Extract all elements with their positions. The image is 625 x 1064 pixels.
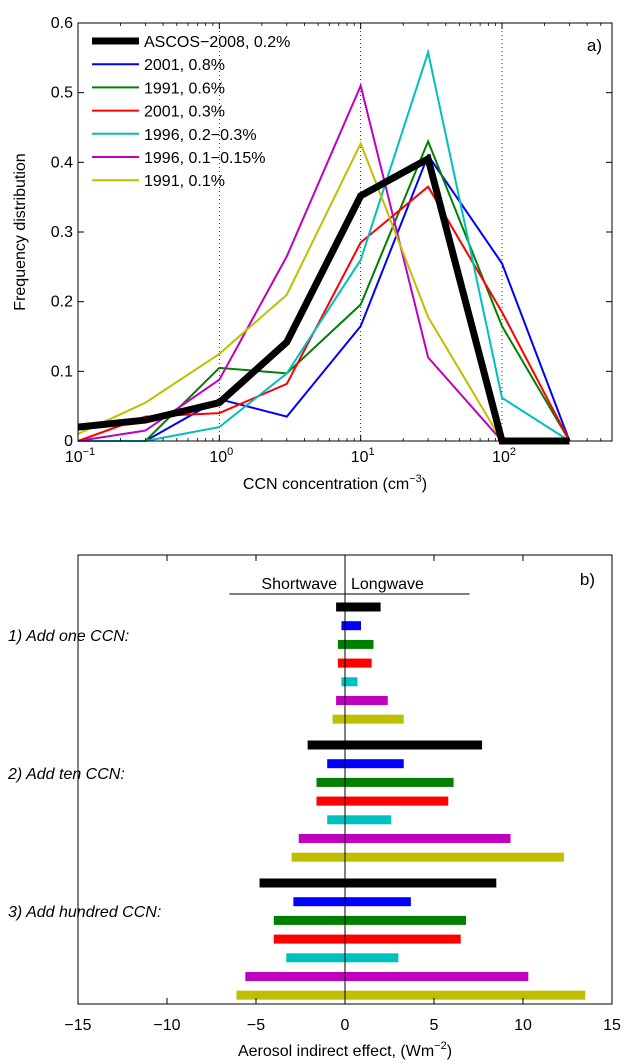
panel-b-bar <box>291 852 564 862</box>
panel-a-series-line <box>77 153 570 445</box>
panel-b-group-label: 2) Add ten CCN: <box>7 766 125 783</box>
panel-b-bar <box>341 677 358 687</box>
panel-b-label: b) <box>580 570 595 589</box>
panel-a-legend: ASCOS−2008, 0.2% 2001, 0.8% 1991, 0.6% 2001… <box>92 34 290 190</box>
panel-a-y-tick-label: 0.5 <box>51 85 73 102</box>
panel-b-x-axis-label-end: ) <box>447 1043 452 1060</box>
panel-a-y-tick-label: 0.3 <box>51 224 73 241</box>
panel-a-ticks: 0 0.1 0.2 0.3 0.4 0.5 0.6 10−1 100 101 102 <box>51 15 613 466</box>
panel-a-series-line <box>77 141 570 442</box>
panel-b-x-tick-label: 10 <box>514 1017 532 1034</box>
panel-a-y-tick-label: 0.6 <box>51 15 73 32</box>
panel-a-x-axis-label-end: ) <box>422 476 427 493</box>
panel-a-series-line <box>78 153 571 442</box>
panel-a-label: a) <box>587 36 602 55</box>
panel-a-y-tick-label: 0.1 <box>51 363 73 380</box>
panel-a-x-axis-label-text: CCN concentration (cm <box>243 476 409 493</box>
panel-a-x-tick-label: 102 <box>492 446 516 466</box>
panel-b-x-axis-label-exponent: −2 <box>434 1040 447 1052</box>
panel-b-bar <box>273 934 461 944</box>
panel-b-x-axis-label-text: Aerosol indirect effect, (Wm <box>238 1043 434 1060</box>
panel-b-ticks: −15 −10 −5 0 5 10 15 <box>64 555 621 1034</box>
panel-b-bar <box>245 972 529 981</box>
panel-a-y-axis-label: Frequency distribution <box>12 153 29 310</box>
panel-a-series-line <box>78 48 571 442</box>
panel-a-series-line <box>78 138 571 442</box>
panel-a-series-lines <box>77 48 571 445</box>
panel-a-y-tick-label: 0 <box>64 433 73 450</box>
panel-a-x-tick-label: 101 <box>351 446 375 466</box>
panel-b-bar <box>259 878 497 888</box>
panel-b-x-tick-label: −5 <box>247 1017 265 1034</box>
panel-a-line-chart: 0 0.1 0.2 0.3 0.4 0.5 0.6 10−1 100 101 102 ASCOS−2… <box>12 15 613 493</box>
panel-b-bar <box>337 639 374 649</box>
panel-a-x-axis-label-exponent: −3 <box>409 473 422 485</box>
panel-a-x-tick-label: 10−1 <box>65 446 95 466</box>
panel-b-group-label: 1) Add one CCN: <box>8 628 129 645</box>
panel-b-bar <box>286 953 399 963</box>
panel-b-x-tick-label: 5 <box>430 1017 439 1034</box>
panel-b-bars <box>236 602 586 1000</box>
panel-a-x-axis-label: CCN concentration (cm−3) <box>243 473 427 493</box>
panel-a-x-tick-label: 100 <box>209 446 233 466</box>
panel-b-bar-chart: −15 −10 −5 0 5 10 15 Shortwave Longwave 1) Add… <box>7 554 621 1060</box>
panel-a-gridlines <box>218 23 503 441</box>
panel-a-y-tick-label: 0.4 <box>51 154 73 171</box>
panel-b-bar <box>327 815 392 825</box>
panel-a-y-tick-label: 0.2 <box>51 294 73 311</box>
panel-b-bar <box>336 696 388 705</box>
panel-b-x-tick-label: 15 <box>603 1017 621 1034</box>
panel-a-legend-entry: 1991, 0.6% <box>144 80 225 97</box>
panel-a-legend-entry: 1996, 0.2−0.3% <box>144 127 257 144</box>
panel-b-bar <box>337 658 372 668</box>
panel-b-header-longwave: Longwave <box>351 576 424 593</box>
panel-b-x-axis-label: Aerosol indirect effect, (Wm−2) <box>238 1040 452 1060</box>
panel-b-x-tick-label: −15 <box>64 1017 91 1034</box>
panel-b-bar <box>316 796 449 806</box>
panel-b-bar <box>293 897 411 907</box>
panel-b-group-label: 3) Add hundred CCN: <box>8 904 161 921</box>
panel-a-series-line <box>77 82 570 442</box>
panel-b-bar <box>236 990 586 1000</box>
panel-b-bar <box>341 621 362 631</box>
panel-b-bar <box>316 777 454 787</box>
panel-b-bar <box>327 759 404 769</box>
panel-b-x-tick-label: −10 <box>153 1017 180 1034</box>
panel-b-bar <box>298 834 511 843</box>
panel-a-legend-entry: ASCOS−2008, 0.2% <box>144 34 290 51</box>
panel-b-bar <box>273 915 467 925</box>
panel-b-header-shortwave: Shortwave <box>261 576 337 593</box>
panel-b-bar <box>332 714 404 724</box>
panel-b-bar <box>307 740 483 750</box>
panel-b-bar <box>336 602 381 612</box>
panel-a-legend-entry: 2001, 0.8% <box>144 57 225 74</box>
panel-a-legend-entry: 2001, 0.3% <box>144 104 225 121</box>
panel-b-x-tick-label: 0 <box>341 1017 350 1034</box>
panel-a-legend-entry: 1996, 0.1−0.15% <box>144 150 265 167</box>
panel-a-series-line <box>77 185 571 442</box>
panel-a-legend-entry: 1991, 0.1% <box>144 173 225 190</box>
panel-b-group-labels: 1) Add one CCN: 2) Add ten CCN: 3) Add hun… <box>7 628 161 921</box>
